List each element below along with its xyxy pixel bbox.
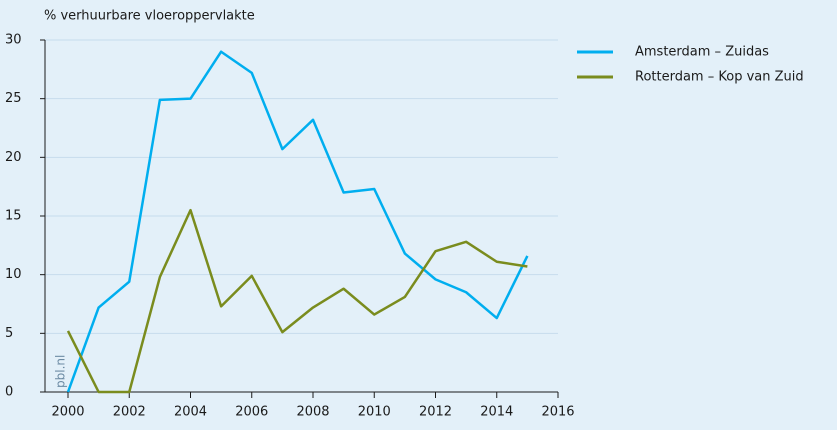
x-tick-label: 2008: [296, 405, 329, 420]
legend-label: Amsterdam – Zuidas: [635, 45, 769, 60]
x-tick-label: 2002: [113, 405, 146, 420]
series-line: [66, 50, 529, 393]
y-tick-label: 5: [5, 326, 13, 341]
y-tick-label: 30: [5, 33, 22, 48]
y-tick-label: 10: [5, 267, 22, 282]
x-tick-label: 2012: [419, 405, 452, 420]
y-tick-label: 0: [5, 385, 13, 400]
y-tick-label: 15: [5, 209, 22, 224]
x-tick-label: 2010: [358, 405, 391, 420]
y-tick-label: 25: [5, 91, 22, 106]
y-tick-label: 20: [5, 150, 22, 165]
x-tick-label: 2016: [541, 405, 574, 420]
x-tick-label: 2004: [174, 405, 207, 420]
x-tick-label: 2000: [51, 405, 84, 420]
watermark: pbl.nl: [54, 355, 68, 388]
series-line: [66, 208, 528, 394]
x-tick-label: 2006: [235, 405, 268, 420]
x-tick-label: 2014: [480, 405, 513, 420]
y-axis-label: % verhuurbare vloeroppervlakte: [44, 9, 255, 24]
legend-label: Rotterdam – Kop van Zuid: [635, 70, 804, 85]
